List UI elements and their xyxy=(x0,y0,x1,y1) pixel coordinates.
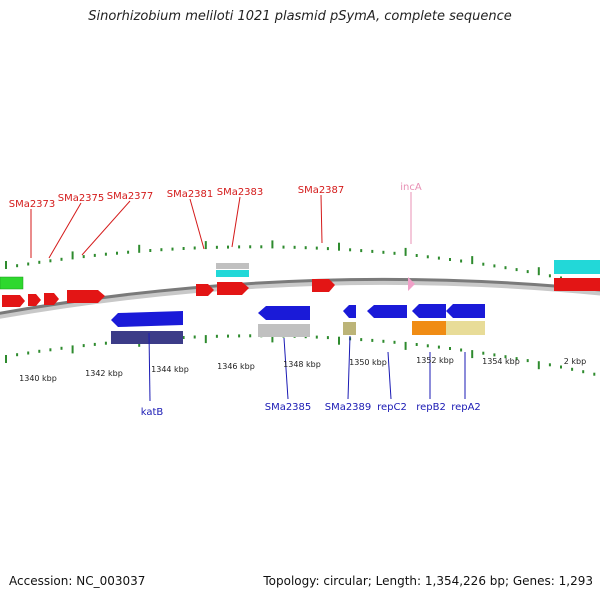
gene-cyan-small[interactable] xyxy=(216,270,249,277)
label-SMa2375[interactable]: SMa2375 xyxy=(58,193,105,204)
scale-label: 2 kbp xyxy=(564,357,586,366)
gene-red-6[interactable] xyxy=(217,282,249,295)
bottom-gene-labels: katB SMa2385 SMa2389 repC2 repB2 repA2 xyxy=(141,402,481,418)
gene-red-4[interactable] xyxy=(67,290,105,303)
label-repC2[interactable]: repC2 xyxy=(377,402,407,413)
gene-katB-blue[interactable] xyxy=(111,311,183,327)
gene-repA2-tan[interactable] xyxy=(446,321,485,335)
gene-repB2-blue[interactable] xyxy=(412,304,446,318)
scale-labels: 1340 kbp 1342 kbp 1344 kbp 1346 kbp 1348… xyxy=(19,356,586,383)
topology-summary: Topology: circular; Length: 1,354,226 bp… xyxy=(263,574,593,588)
gene-red-2[interactable] xyxy=(28,294,41,306)
scale-label: 1344 kbp xyxy=(151,365,189,374)
gene-cyan-right[interactable] xyxy=(554,260,600,274)
reverse-strand-genes xyxy=(111,304,485,344)
scale-label: 1342 kbp xyxy=(85,369,123,378)
accession-text: Accession: NC_003037 xyxy=(9,574,146,588)
gene-katB-navy[interactable] xyxy=(111,331,183,344)
map-title: Sinorhizobium meliloti 1021 plasmid pSym… xyxy=(88,9,512,24)
label-repB2[interactable]: repB2 xyxy=(416,402,446,413)
scale-label: 1340 kbp xyxy=(19,374,57,383)
scale-label: 1350 kbp xyxy=(349,358,387,367)
scale-label: 1348 kbp xyxy=(283,360,321,369)
label-katB[interactable]: katB xyxy=(141,407,164,418)
gene-SMa2389-olive[interactable] xyxy=(343,322,356,335)
gene-green[interactable] xyxy=(0,276,24,290)
gene-incA-pink[interactable] xyxy=(408,277,415,291)
forward-strand-genes xyxy=(0,260,600,307)
gene-repC2-blue[interactable] xyxy=(367,305,407,318)
gene-repA2-blue[interactable] xyxy=(446,304,485,318)
label-SMa2381[interactable]: SMa2381 xyxy=(167,189,214,200)
bottom-label-leaders xyxy=(148,332,466,402)
gene-SMa2389-blue[interactable] xyxy=(343,305,356,318)
label-SMa2377[interactable]: SMa2377 xyxy=(107,191,154,202)
label-repA2[interactable]: repA2 xyxy=(451,402,481,413)
label-SMa2387[interactable]: SMa2387 xyxy=(298,185,345,196)
gene-red-7[interactable] xyxy=(312,279,335,292)
gene-red-5[interactable] xyxy=(196,284,214,296)
label-SMa2385[interactable]: SMa2385 xyxy=(265,402,312,413)
gene-red-1[interactable] xyxy=(2,295,25,307)
top-tick-row xyxy=(5,240,596,287)
gene-grey-small[interactable] xyxy=(216,263,249,269)
scale-label: 1354 kbp xyxy=(482,357,520,366)
scale-label: 1346 kbp xyxy=(217,362,255,371)
gene-red-3[interactable] xyxy=(44,293,59,305)
top-label-leaders xyxy=(30,192,412,259)
scale-label: 1352 kbp xyxy=(416,356,454,365)
backbone-shadow xyxy=(0,279,600,319)
gene-repB2-orange[interactable] xyxy=(412,321,446,335)
label-SMa2373[interactable]: SMa2373 xyxy=(9,199,56,210)
label-SMa2389[interactable]: SMa2389 xyxy=(325,402,372,413)
gene-red-right[interactable] xyxy=(554,278,600,291)
gene-SMa2385-grey[interactable] xyxy=(258,324,310,337)
label-incA[interactable]: incA xyxy=(400,182,422,193)
top-gene-labels: SMa2373 SMa2375 SMa2377 SMa2381 SMa2383 … xyxy=(9,182,422,210)
gene-SMa2385-blue[interactable] xyxy=(258,306,310,320)
label-SMa2383[interactable]: SMa2383 xyxy=(217,187,264,198)
